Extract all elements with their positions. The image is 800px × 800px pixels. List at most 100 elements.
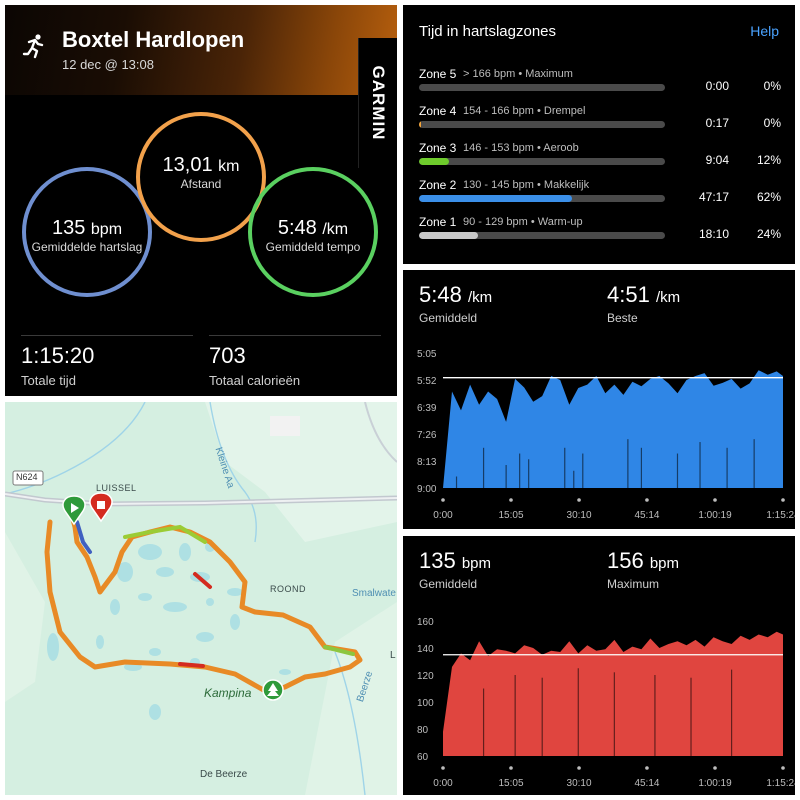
route-start-segment [75,520,92,554]
x-tick-dot [441,766,445,770]
zone-name: Zone 3 [419,141,457,155]
zone-time: 47:17 [698,190,729,204]
x-tick-dot [713,498,717,502]
x-tick-label: 1:00:19 [698,510,732,521]
x-tick-label: 1:15:24 [766,510,795,521]
heart-rate-ring[interactable]: 135 bpm Gemiddelde hartslag [22,167,152,297]
x-tick-label: 45:14 [634,778,659,789]
y-tick-label: 120 [417,671,434,682]
play-icon[interactable] [62,495,86,526]
zone-time: 9:04 [705,153,729,167]
heart-rate-label: Gemiddelde hartslag [31,240,143,254]
map-canvas[interactable] [5,402,397,795]
total-time-label: Totale tijd [21,373,76,388]
zone-description: 146 - 153 bpm • Aeroob [463,142,579,154]
road-sign [12,470,44,486]
activity-title: Boxtel Hardlopen [62,27,245,52]
hr-avg-value: 135 [419,548,456,573]
map-road-minor [364,402,397,463]
zone-bar-fill [419,158,449,165]
place-label-luissel: LUISSEL [96,483,137,493]
zone-row: Zone 4 154 - 166 bpm • Drempel 0:17 0% [419,104,784,134]
stop-icon[interactable] [89,492,113,523]
y-tick-label: 5:05 [417,349,437,360]
total-time-value: 1:15:20 [21,343,95,368]
summary-banner [5,5,397,95]
zone-name: Zone 1 [419,215,457,229]
x-tick-dot [781,498,785,502]
tree-icon[interactable] [262,679,284,701]
place-label-kampina: Kampina [204,686,252,700]
route-fast-segment [123,524,207,544]
x-tick-dot [441,498,445,502]
zone-row: Zone 1 90 - 129 bpm • Warm-up 18:10 24% [419,215,784,245]
zone-bar-track [419,121,665,128]
pace-ring[interactable]: 5:48 /km Gemiddeld tempo [248,167,378,297]
zone-percent: 0% [763,116,781,130]
heart-rate-area [443,631,783,756]
heart-rate-zones-panel: Tijd in hartslagzones Help Zone 5 > 166 b… [403,5,795,264]
hr-max-label: Maximum [607,577,660,591]
help-link[interactable]: Help [750,23,779,39]
pace-chart-panel: 5:48 /km Gemiddeld 4:51 /km Beste 5:05 5:… [403,270,795,529]
zone-description: 154 - 166 bpm • Drempel [463,105,586,117]
map-land-patch [305,602,397,795]
place-label-edge: L [390,650,396,661]
zones-title: Tijd in hartslagzones [419,23,557,40]
zone-row: Zone 3 146 - 153 bpm • Aeroob 9:04 12% [419,141,784,171]
zone-bar-fill [419,195,572,202]
x-tick-dot [645,498,649,502]
x-tick-label: 15:05 [498,778,523,789]
y-tick-label: 7:26 [417,430,437,441]
heart-rate-value: 135 [51,217,86,239]
zone-bar-fill [419,121,421,128]
y-tick-label: 160 [417,617,434,628]
zone-percent: 12% [756,153,781,167]
x-tick-label: 0:00 [433,778,453,789]
x-tick-dot [645,766,649,770]
total-time-stat: 1:15:20 Totale tijd [21,335,193,388]
hr-max-value: 156 [607,548,644,573]
zone-row: Zone 5 > 166 bpm • Maximum 0:00 0% [419,67,784,97]
y-tick-label: 80 [417,725,429,736]
y-tick-label: 6:39 [417,403,437,414]
x-tick-dot [713,766,717,770]
map-stream [209,402,257,543]
pace-label: Gemiddeld tempo [265,240,361,254]
zone-time: 0:17 [705,116,729,130]
calories-stat: 703 Totaal calorieën [209,335,381,388]
zone-time: 18:10 [698,227,729,241]
y-tick-label: 5:52 [417,376,437,387]
map-land-patch [205,402,397,542]
activity-summary-panel: Boxtel Hardlopen 12 dec @ 13:08 GARMIN 1… [5,5,397,396]
y-tick-label: 8:13 [417,457,437,468]
zone-name: Zone 4 [419,104,457,118]
heart-rate-chart-panel: 135 bpm Gemiddeld 156 bpm Maximum 160 140… [403,536,795,795]
distance-unit: km [218,158,240,175]
x-tick-label: 0:00 [433,510,453,521]
distance-label: Afstand [180,177,222,191]
y-tick-label: 100 [417,698,434,709]
y-tick-label: 60 [417,752,429,763]
x-tick-label: 30:10 [567,510,592,521]
zone-description: 130 - 145 bpm • Makkelijk [463,179,590,191]
pace-best-label: Beste [607,311,638,325]
heart-rate-chart[interactable]: 160 140 120 100 80 60 0:00 15:05 30:10 45:14 1:00:… [403,536,795,795]
map-stream [5,402,146,495]
x-tick-label: 15:05 [498,510,523,521]
zone-bar-fill [419,232,479,239]
pace-value: 5:48 [277,217,317,239]
stream-label-smalwater: Smalwate [352,588,396,599]
x-tick-dot [509,498,513,502]
pace-avg-label: Gemiddeld [419,311,478,325]
x-tick-label: 30:10 [567,778,592,789]
x-tick-dot [781,766,785,770]
x-tick-label: 1:00:19 [698,778,732,789]
y-tick-label: 140 [417,644,434,655]
zone-row: Zone 2 130 - 145 bpm • Makkelijk 47:17 62% [419,178,784,208]
pace-chart[interactable]: 5:05 5:52 6:39 7:26 8:13 9:00 0:00 15:05 30:10 45… [403,270,795,529]
distance-ring[interactable]: 13,01 km Afstand [136,112,266,242]
route-map[interactable]: N624 LUISSEL Kleine Aa ROOND Smalwate Ka… [5,402,397,795]
zone-percent: 24% [756,227,781,241]
x-tick-label: 1:15:24 [766,778,795,789]
